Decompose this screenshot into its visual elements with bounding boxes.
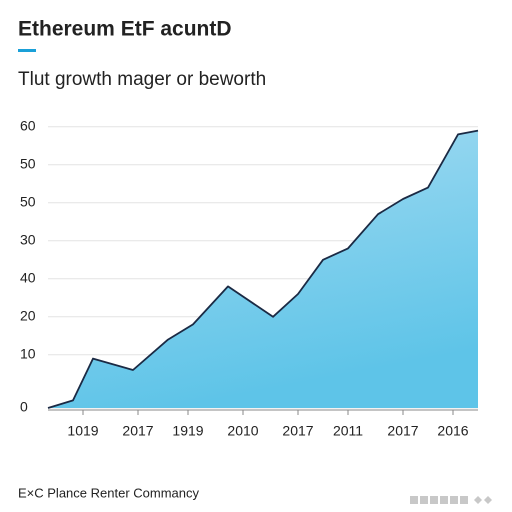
y-tick-label: 10 xyxy=(20,346,36,362)
x-tick-label: 2017 xyxy=(387,423,418,439)
chart-subtitle: Tlut growth mager or beworth xyxy=(18,69,266,90)
y-tick-label: 30 xyxy=(20,232,36,248)
x-tick-label: 1919 xyxy=(172,423,203,439)
y-tick-label: 50 xyxy=(20,156,36,172)
chart-title: Ethereum EtF acuntD xyxy=(18,18,232,41)
x-tick-label: 2016 xyxy=(437,423,468,439)
y-tick-label: 20 xyxy=(20,308,36,324)
x-tick-label: 2011 xyxy=(333,423,363,439)
footer: E×C Plance Renter Commancy xyxy=(18,485,199,500)
y-tick-label: 50 xyxy=(20,194,36,210)
y-tick-label: 40 xyxy=(20,270,36,286)
x-tick-label: 1019 xyxy=(67,423,98,439)
title-accent xyxy=(18,49,36,52)
footer-icons xyxy=(410,496,492,504)
x-tick-label: 2017 xyxy=(282,423,313,439)
line xyxy=(47,129,479,409)
x-tick-label: 2010 xyxy=(227,423,258,439)
y-tick-label: 0 xyxy=(20,399,28,415)
x-tick-label: 2017 xyxy=(122,423,153,439)
area xyxy=(48,130,478,408)
y-tick-label: 60 xyxy=(20,118,36,134)
